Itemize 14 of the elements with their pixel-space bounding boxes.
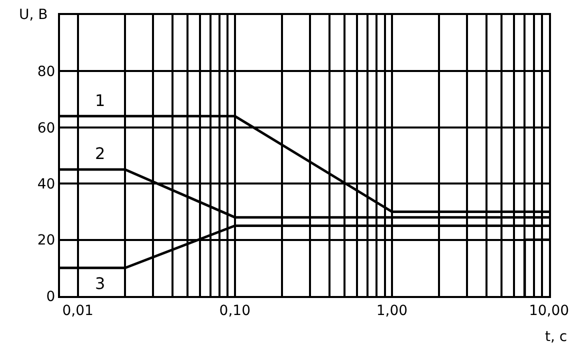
y-tick-label: 0	[46, 288, 56, 305]
x-tick-label: 1,00	[376, 302, 408, 319]
y-tick-label: 20	[37, 232, 56, 249]
x-tick-label: 0,10	[219, 302, 250, 319]
x-axis-title: t, c	[545, 329, 568, 345]
x-tick-label: 0,01	[62, 302, 94, 319]
series-label: 1	[95, 91, 106, 110]
series-label: 2	[95, 144, 106, 163]
series-label: 3	[95, 274, 106, 293]
x-tick-label: 10,00	[528, 302, 570, 319]
y-axis-title: U, В	[19, 7, 48, 23]
y-tick-label: 40	[37, 176, 56, 192]
y-tick-label: 60	[37, 120, 56, 136]
y-tick-label: 80	[37, 64, 56, 80]
